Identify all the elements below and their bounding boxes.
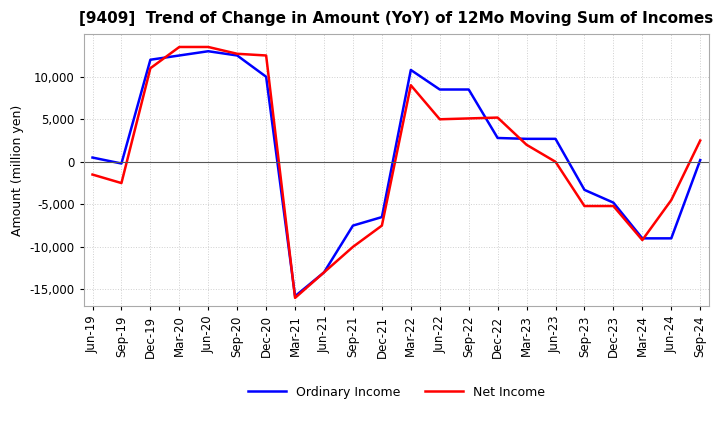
Ordinary Income: [638, 236, 647, 241]
Net Income: [320, 270, 328, 275]
Net Income: [175, 44, 184, 50]
Net Income: [696, 138, 705, 143]
Net Income: [291, 295, 300, 301]
Net Income: [609, 203, 618, 209]
Ordinary Income: [377, 214, 386, 220]
Ordinary Income: [204, 48, 212, 54]
Ordinary Income: [552, 136, 560, 142]
Net Income: [464, 116, 473, 121]
Net Income: [146, 66, 155, 71]
Net Income: [493, 115, 502, 120]
Line: Ordinary Income: Ordinary Income: [92, 51, 701, 296]
Legend: Ordinary Income, Net Income: Ordinary Income, Net Income: [243, 381, 549, 403]
Net Income: [204, 44, 212, 50]
Title: [9409]  Trend of Change in Amount (YoY) of 12Mo Moving Sum of Incomes: [9409] Trend of Change in Amount (YoY) o…: [79, 11, 714, 26]
Net Income: [552, 159, 560, 165]
Net Income: [348, 244, 357, 249]
Net Income: [377, 223, 386, 228]
Ordinary Income: [522, 136, 531, 142]
Ordinary Income: [88, 155, 96, 160]
Net Income: [436, 117, 444, 122]
Ordinary Income: [262, 74, 271, 79]
Ordinary Income: [436, 87, 444, 92]
Net Income: [262, 53, 271, 58]
Ordinary Income: [407, 67, 415, 73]
Ordinary Income: [493, 136, 502, 141]
Y-axis label: Amount (million yen): Amount (million yen): [11, 105, 24, 236]
Ordinary Income: [667, 236, 675, 241]
Ordinary Income: [291, 293, 300, 299]
Net Income: [233, 51, 241, 56]
Line: Net Income: Net Income: [92, 47, 701, 298]
Net Income: [638, 238, 647, 243]
Ordinary Income: [348, 223, 357, 228]
Ordinary Income: [117, 161, 126, 166]
Ordinary Income: [175, 53, 184, 58]
Ordinary Income: [696, 158, 705, 163]
Ordinary Income: [320, 270, 328, 275]
Net Income: [88, 172, 96, 177]
Net Income: [407, 83, 415, 88]
Net Income: [580, 203, 589, 209]
Net Income: [117, 180, 126, 186]
Ordinary Income: [609, 200, 618, 205]
Ordinary Income: [233, 53, 241, 58]
Net Income: [667, 198, 675, 203]
Net Income: [522, 142, 531, 147]
Ordinary Income: [580, 187, 589, 193]
Ordinary Income: [146, 57, 155, 62]
Ordinary Income: [464, 87, 473, 92]
